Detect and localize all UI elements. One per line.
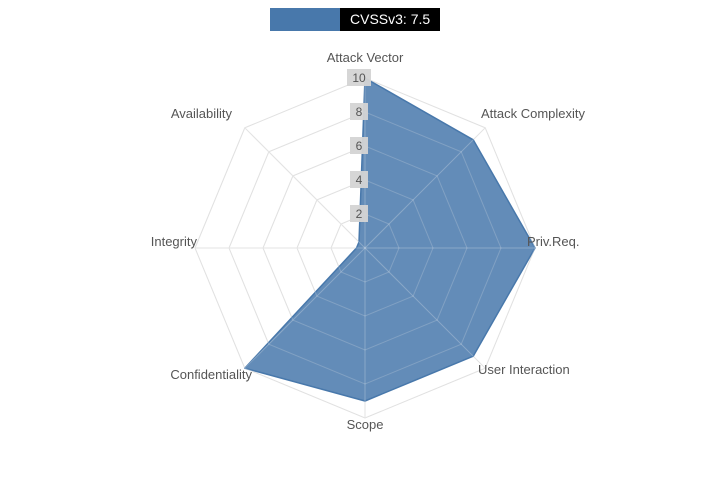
grid-spoke-overlay (364, 127, 486, 249)
axis-label-attack-complexity: Attack Complexity (481, 106, 586, 121)
grid-ring-overlay (262, 145, 468, 351)
axis-label-integrity: Integrity (151, 234, 198, 249)
axis-label-confidentiality: Confidentiality (170, 367, 252, 382)
legend-swatch (270, 8, 340, 31)
grid-spoke-overlay (364, 247, 486, 369)
grid-ring-overlay (228, 111, 502, 385)
grid-ring-overlay (330, 213, 400, 283)
tick-label: 2 (356, 207, 363, 221)
axis-label-priv-req: Priv.Req. (527, 234, 580, 249)
tick-label-bg (350, 103, 368, 120)
tick-label-bg (350, 171, 368, 188)
axis-label-user-interaction: User Interaction (478, 362, 570, 377)
tick-label-bg (350, 137, 368, 154)
tick-label: 6 (356, 139, 363, 153)
tick-label: 10 (352, 71, 366, 85)
grid-spoke-overlay (244, 247, 366, 369)
grid-ring-overlay (296, 179, 434, 317)
tick-label: 4 (356, 173, 363, 187)
data-polygon (244, 77, 536, 402)
grid-ring-overlay (194, 77, 536, 419)
legend[interactable]: CVSSv3: 7.5 (270, 8, 441, 31)
legend-label: CVSSv3: 7.5 (340, 8, 441, 31)
grid-spoke (244, 127, 366, 249)
tick-label-bg (347, 69, 371, 86)
axis-label-scope: Scope (347, 417, 384, 432)
grid-spoke-overlay (244, 127, 366, 249)
tick-label: 8 (356, 105, 363, 119)
axis-label-attack-vector: Attack Vector (327, 50, 404, 65)
axis-label-availability: Availability (171, 106, 233, 121)
tick-label-bg (350, 205, 368, 222)
